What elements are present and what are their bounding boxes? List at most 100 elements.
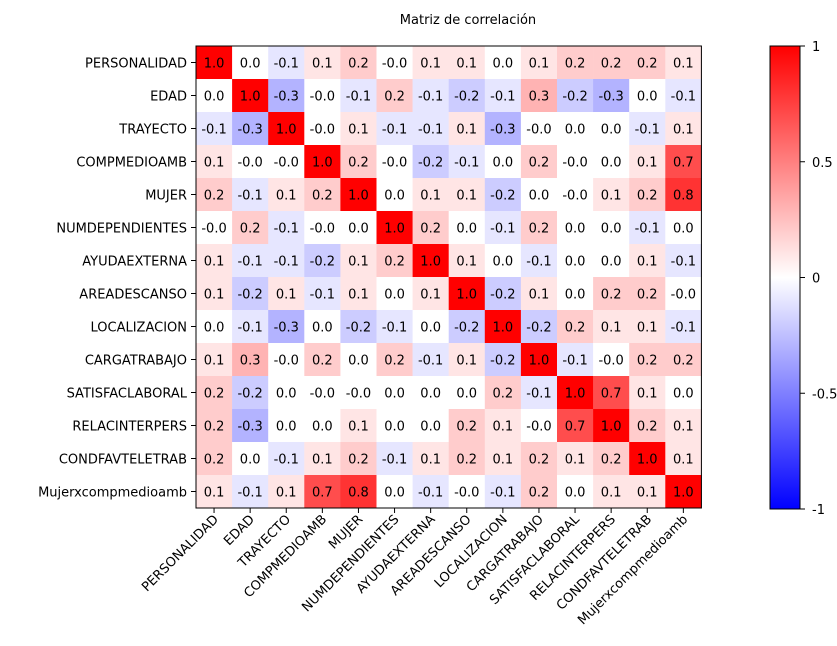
cell-value-label: -0.0 (382, 57, 407, 72)
cell-value-label: 0.0 (601, 123, 622, 138)
heatmap-cell (268, 475, 305, 509)
y-axis-tick-labels: PERSONALIDAD EDAD TRAYECTO COMPMEDIOAMB MUJE… (38, 57, 196, 501)
cell-value-label: -0.1 (274, 453, 299, 468)
cell-value-label: -0.1 (382, 453, 407, 468)
cell-value-label: 0.2 (673, 354, 694, 369)
cell-value-label: -0.2 (490, 189, 515, 204)
cell-value-label: 0.1 (493, 453, 514, 468)
heatmap-cell (629, 211, 666, 245)
cell-value-label: 0.1 (529, 288, 550, 303)
cell-value-label: 0.2 (204, 387, 225, 402)
cell-value-label: 0.7 (601, 387, 622, 402)
cell-value-label: 0.7 (565, 420, 586, 435)
heatmap-cell (665, 475, 702, 509)
cell-value-label: -0.1 (418, 90, 443, 105)
cell-value-label: -0.0 (526, 420, 551, 435)
heatmap-cell (196, 79, 233, 113)
heatmap-cell (232, 475, 269, 509)
heatmap-cell (232, 112, 269, 146)
cell-value-label: 0.1 (673, 420, 694, 435)
cell-value-label: -0.3 (274, 321, 299, 336)
heatmap-cell (448, 277, 486, 311)
cell-value-label: -0.1 (454, 156, 479, 171)
heatmap-cell (448, 112, 486, 146)
cell-value-label: -0.0 (310, 387, 335, 402)
heatmap-cell (268, 46, 305, 80)
heatmap-cell (520, 409, 558, 443)
y-axis-tick-label: AYUDAEXTERNA (82, 255, 187, 270)
cell-value-label: -0.1 (382, 123, 407, 138)
y-axis-tick-label: LOCALIZACION (91, 321, 188, 336)
cell-value-label: 0.2 (637, 189, 658, 204)
heatmap-cell (232, 79, 269, 113)
cell-value-label: 1.0 (456, 288, 477, 303)
heatmap-cell (340, 409, 377, 443)
heatmap-cell (412, 475, 449, 509)
chart-title: Matriz de correlación (400, 13, 536, 28)
cell-value-label: 0.2 (420, 222, 441, 237)
cell-value-label: 0.1 (348, 255, 369, 270)
colorbar-tick-label: 1 (812, 40, 820, 55)
cell-value-label: 0.1 (420, 189, 441, 204)
heatmap-cell (340, 277, 377, 311)
heatmap-cell (593, 475, 630, 509)
cell-value-label: -0.1 (526, 387, 551, 402)
heatmap-cell (593, 145, 630, 179)
heatmap-cells (196, 46, 702, 509)
heatmap-cell (196, 310, 233, 344)
heatmap-cell (484, 79, 522, 113)
cell-value-label: 0.0 (565, 222, 586, 237)
cell-value-label: -0.1 (237, 486, 262, 501)
heatmap-cell (520, 277, 558, 311)
heatmap-cell (376, 46, 413, 80)
cell-value-label: -0.1 (418, 354, 443, 369)
cell-value-label: 0.1 (529, 57, 550, 72)
cell-value-label: -0.1 (237, 321, 262, 336)
cell-value-label: 0.1 (456, 123, 477, 138)
heatmap-cell (484, 310, 522, 344)
heatmap-cell (268, 343, 305, 377)
heatmap-cell (557, 112, 594, 146)
heatmap-cell (304, 178, 341, 212)
cell-value-label: -0.0 (671, 288, 696, 303)
cell-value-label: 0.0 (493, 156, 514, 171)
y-axis-tick-label: AREADESCANSO (79, 288, 187, 303)
cell-value-label: 0.0 (565, 123, 586, 138)
cell-value-label: 0.2 (529, 453, 550, 468)
heatmap-cell (665, 178, 702, 212)
heatmap-cell (665, 244, 702, 278)
cell-value-label: -0.1 (237, 255, 262, 270)
cell-value-label: -0.1 (635, 123, 660, 138)
cell-value-label: 0.2 (384, 354, 405, 369)
heatmap-cell (268, 244, 305, 278)
heatmap-cell (268, 211, 305, 245)
heatmap-cell (412, 244, 449, 278)
heatmap-cell (412, 409, 449, 443)
heatmap-cell (557, 376, 594, 410)
cell-value-label: -0.1 (310, 288, 335, 303)
y-axis-tick-label: NUMDEPENDIENTES (56, 222, 187, 237)
cell-value-label: -0.1 (418, 486, 443, 501)
cell-value-label: 0.0 (493, 255, 514, 270)
heatmap-cell (412, 79, 449, 113)
heatmap-cell (593, 310, 630, 344)
cell-value-label: 0.0 (276, 387, 297, 402)
y-axis-tick-label: CARGATRABAJO (85, 354, 187, 369)
heatmap-cell (304, 79, 341, 113)
heatmap-cell (412, 376, 449, 410)
cell-value-label: 0.0 (456, 387, 477, 402)
cell-value-label: -0.1 (490, 90, 515, 105)
heatmap-cell (629, 475, 666, 509)
cell-value-label: 0.8 (673, 189, 694, 204)
cell-value-label: 0.0 (420, 387, 441, 402)
cell-value-label: 0.0 (312, 420, 333, 435)
cell-value-label: 0.2 (348, 156, 369, 171)
heatmap-cell (520, 112, 558, 146)
cell-value-label: 0.0 (565, 486, 586, 501)
heatmap-cell (520, 211, 558, 245)
heatmap-cell (484, 409, 522, 443)
colorbar-tick-label: -0.5 (812, 387, 837, 402)
heatmap-cell (448, 178, 486, 212)
cell-value-label: 0.0 (276, 420, 297, 435)
cell-value-label: 0.7 (312, 486, 333, 501)
